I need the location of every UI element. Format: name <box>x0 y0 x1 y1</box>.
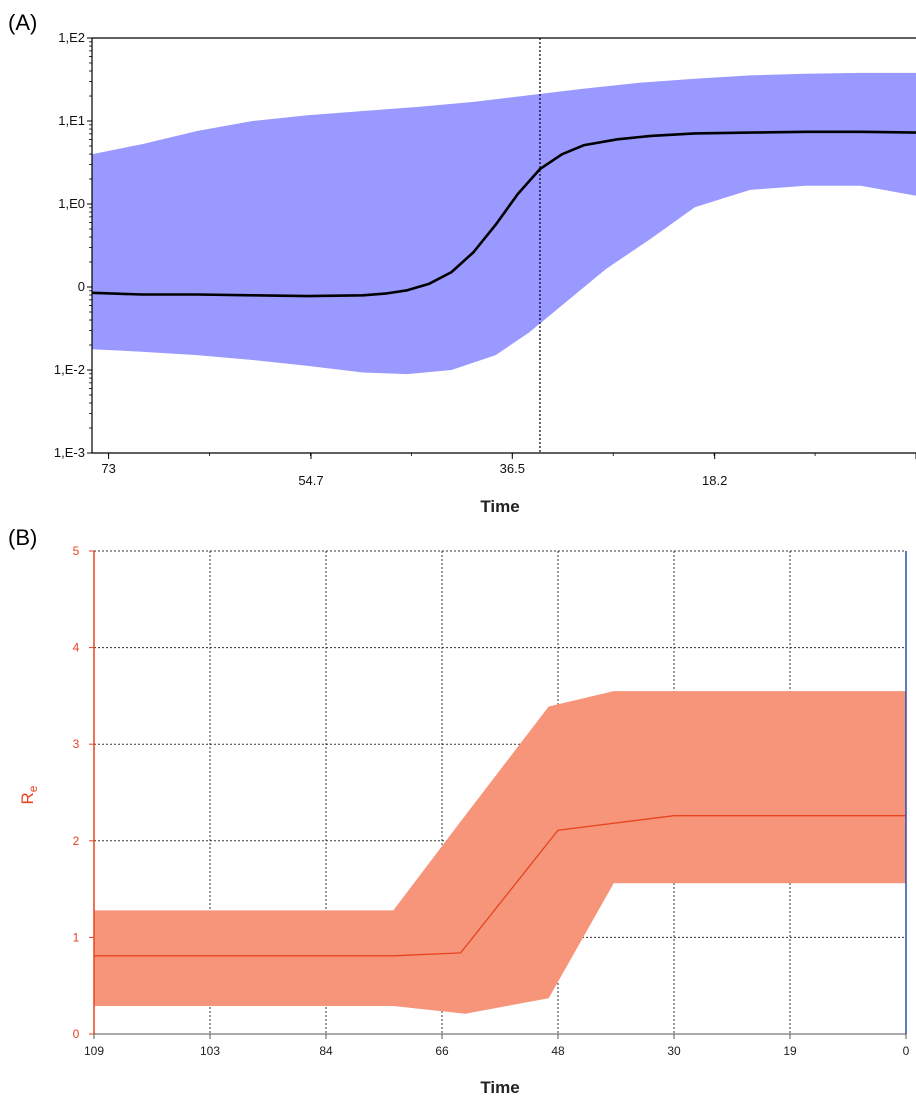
panel-a-y-tick-label: 1,E1 <box>58 113 85 128</box>
panel-a-y-tick-label: 1,E-3 <box>54 445 85 460</box>
panel-a-y-tick-label: 1,E2 <box>58 30 85 45</box>
panel-a-x-tick-label: 54.7 <box>298 473 323 488</box>
panel-b-x-tick-label: 19 <box>783 1044 797 1058</box>
panel-a-y-tick-label: 1,E-2 <box>54 362 85 377</box>
panel-b-band-layer <box>94 691 906 1014</box>
panel-b-x-tick-label: 109 <box>84 1044 104 1058</box>
panel-a-x-axis-title: Time <box>480 497 519 516</box>
panel-a-axes <box>91 37 916 454</box>
panel-b-y-ticks: 0 1 2 3 4 5 <box>73 544 94 1041</box>
panel-b-credible-interval-band <box>94 691 906 1014</box>
panel-b-line-layer <box>94 815 906 957</box>
panel-a-band-layer <box>92 72 916 375</box>
panel-b-y-tick-label: 4 <box>73 641 80 655</box>
panel-b-x-tick-label: 0 <box>903 1044 910 1058</box>
panel-b-y-tick-label: 3 <box>73 737 80 751</box>
panel-a-credible-interval-band <box>92 72 916 375</box>
panel-b-y-axis-title-subscript: e <box>26 785 40 792</box>
panel-b-label: (B) <box>8 525 37 550</box>
panel-a-y-ticks: 1,E2 1,E1 1,E0 0 1,E-2 1,E-3 <box>54 30 92 460</box>
panel-a-x-tick-label: 36.5 <box>500 461 525 476</box>
panel-b-x-tick-label: 103 <box>200 1044 220 1058</box>
panel-b-y-axis-title: Re <box>18 785 40 804</box>
panel-a-label: (A) <box>8 10 37 35</box>
panel-b-y-tick-label: 0 <box>73 1027 80 1041</box>
panel-a: (A) 73 54.7 36.5 18.2 0 1,E2 1,E1 1,E0 0 1,E-2 1,… <box>8 10 916 516</box>
panel-a-y-tick-label: 1,E0 <box>58 196 85 211</box>
panel-b-x-tick-label: 66 <box>435 1044 449 1058</box>
panel-b-y-tick-label: 1 <box>73 930 80 944</box>
panel-b-median-line <box>94 815 906 957</box>
panel-b-x-tick-label: 48 <box>551 1044 565 1058</box>
panel-b: (B) 109 103 84 66 48 30 19 0 0 1 2 3 4 5 Re Time <box>8 525 910 1097</box>
panel-b-x-tick-label: 84 <box>319 1044 333 1058</box>
panel-b-x-axis-title: Time <box>480 1078 519 1097</box>
panel-b-axes <box>93 550 907 1035</box>
panel-a-y-tick-label: 0 <box>78 279 85 294</box>
panel-b-y-tick-label: 5 <box>73 544 80 558</box>
panel-b-x-ticks: 109 103 84 66 48 30 19 0 <box>84 1034 910 1058</box>
panel-a-x-tick-label: 73 <box>101 461 115 476</box>
panel-a-x-tick-label: 18.2 <box>702 473 727 488</box>
panel-b-x-tick-label: 30 <box>667 1044 681 1058</box>
panel-a-line-layer <box>91 130 916 298</box>
panel-b-y-axis-title-main: R <box>18 792 37 804</box>
panel-b-y-tick-label: 2 <box>73 834 80 848</box>
panel-a-median-line <box>91 130 916 298</box>
